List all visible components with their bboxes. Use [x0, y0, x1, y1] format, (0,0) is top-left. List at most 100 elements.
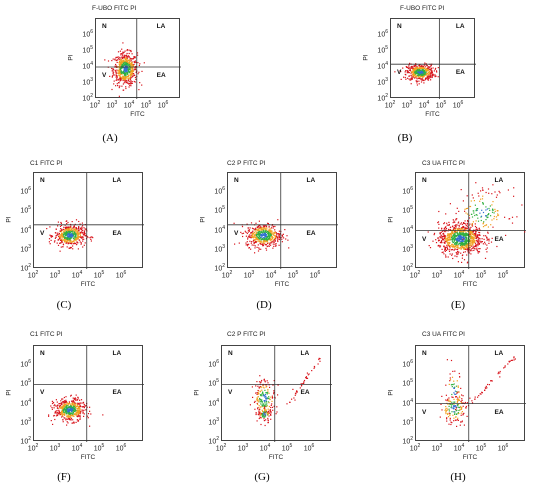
- event-point: [272, 238, 274, 240]
- event-point: [484, 241, 486, 243]
- event-point: [499, 372, 501, 374]
- event-point: [474, 248, 476, 250]
- event-point: [429, 74, 431, 76]
- event-point: [305, 376, 307, 378]
- event-point: [274, 236, 276, 238]
- event-point: [457, 397, 459, 399]
- event-point: [133, 57, 135, 59]
- event-point: [263, 411, 265, 413]
- event-point: [453, 387, 455, 389]
- x-axis-label: FITC: [425, 111, 440, 118]
- event-point: [125, 63, 127, 65]
- event-point: [460, 242, 462, 245]
- panel-label: (C): [56, 299, 72, 311]
- event-point: [270, 238, 272, 240]
- event-point: [417, 75, 420, 77]
- event-point: [128, 56, 130, 58]
- event-point: [254, 408, 256, 410]
- event-point: [464, 210, 466, 212]
- event-point: [82, 236, 84, 238]
- event-point: [468, 239, 470, 242]
- event-point: [456, 256, 458, 258]
- event-point: [417, 69, 419, 72]
- event-point: [71, 235, 73, 237]
- event-point: [454, 237, 456, 239]
- event-point: [70, 394, 72, 396]
- event-point: [65, 400, 67, 402]
- event-point: [466, 195, 468, 197]
- x-tick-label: 102: [384, 100, 396, 110]
- event-point: [124, 58, 126, 60]
- event-point: [247, 238, 249, 240]
- panel-title: C3 UA FITC PI: [422, 331, 465, 338]
- event-point: [77, 403, 79, 405]
- x-tick-label: 106: [309, 270, 321, 280]
- event-point: [455, 235, 457, 237]
- event-point: [126, 72, 128, 74]
- event-point: [421, 72, 423, 74]
- event-point: [457, 239, 459, 241]
- event-point: [294, 399, 296, 401]
- event-point: [469, 235, 472, 237]
- event-point: [65, 237, 67, 239]
- event-point: [427, 69, 429, 71]
- event-point: [295, 393, 297, 395]
- event-point: [79, 406, 81, 408]
- event-point: [63, 239, 65, 241]
- event-point: [61, 406, 63, 408]
- event-point: [494, 208, 496, 210]
- event-point: [260, 227, 262, 229]
- event-point: [265, 249, 268, 251]
- event-point: [128, 86, 130, 88]
- event-point: [469, 237, 471, 239]
- event-point: [438, 223, 440, 225]
- event-point: [426, 70, 428, 72]
- event-point: [461, 402, 463, 404]
- event-point: [430, 68, 433, 70]
- event-point: [467, 248, 469, 250]
- event-point: [467, 221, 469, 223]
- event-point: [59, 242, 61, 244]
- event-point: [293, 397, 295, 399]
- event-point: [412, 72, 415, 74]
- x-tick-label: 102: [409, 443, 421, 453]
- event-point: [65, 412, 67, 414]
- scatter-svg: [34, 346, 144, 442]
- event-point: [463, 238, 465, 240]
- event-point: [265, 238, 267, 240]
- event-point: [457, 386, 459, 388]
- event-point: [115, 56, 117, 59]
- event-point: [266, 233, 269, 235]
- event-point: [75, 403, 77, 405]
- event-point: [451, 407, 453, 409]
- event-point: [458, 247, 460, 249]
- event-point: [78, 232, 80, 234]
- event-point: [74, 410, 76, 413]
- event-point: [491, 204, 493, 206]
- event-point: [463, 234, 465, 236]
- event-point: [260, 417, 262, 419]
- event-point: [462, 233, 465, 235]
- event-point: [259, 385, 261, 388]
- event-point: [454, 238, 456, 240]
- event-point: [258, 393, 260, 395]
- event-point: [130, 83, 132, 85]
- event-point: [452, 237, 454, 239]
- event-point: [119, 74, 121, 76]
- event-point: [264, 227, 266, 229]
- event-point: [130, 63, 132, 65]
- event-point: [49, 243, 51, 245]
- event-point: [87, 417, 89, 419]
- event-point: [65, 408, 67, 410]
- event-point: [253, 235, 255, 237]
- event-point: [126, 49, 128, 51]
- event-point: [67, 237, 69, 239]
- event-point: [423, 67, 425, 70]
- event-point: [455, 225, 457, 227]
- event-point: [423, 66, 425, 68]
- event-point: [264, 405, 266, 407]
- event-point: [466, 227, 468, 229]
- event-point: [454, 411, 456, 413]
- event-point: [430, 67, 432, 69]
- x-axis-label: FITC: [268, 454, 284, 461]
